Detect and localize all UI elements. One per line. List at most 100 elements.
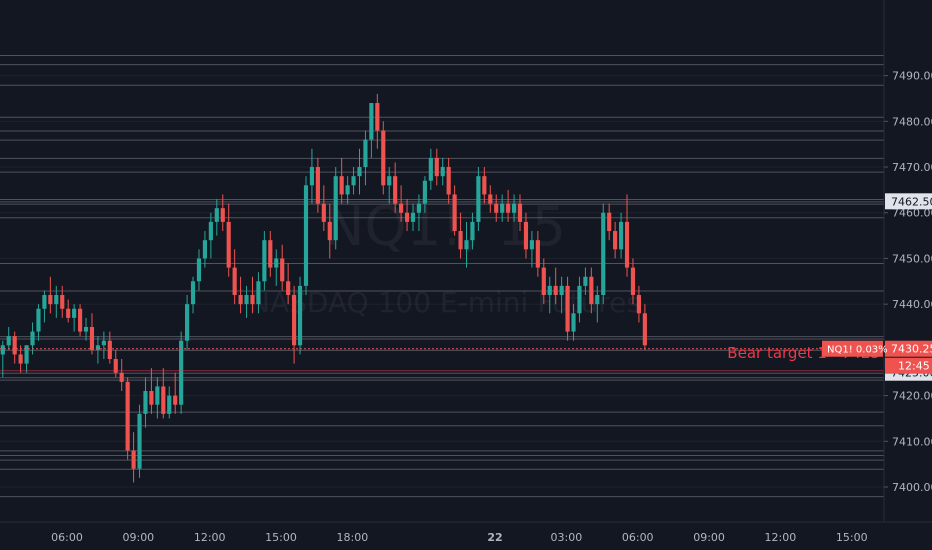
candle-body [476,176,480,222]
candle-body [274,258,278,267]
price-tick-label: 7400.00 [892,481,932,494]
candle-body [132,450,136,468]
time-tick-label: 06:00 [622,531,654,544]
watermark-subtitle: NASDAQ 100 E-mini Futures [249,286,641,319]
candle-body [126,382,130,451]
candle-body [286,281,290,295]
candle-body [179,341,183,405]
symbol-legend-badge: NQ1! 0.03% [822,341,888,357]
candle-body [393,176,397,203]
candle-body [233,268,237,295]
candle-body [334,176,338,240]
candle-body [48,295,52,304]
candle [381,121,385,194]
candle [78,304,82,336]
candle-body [316,167,320,204]
candle-body [1,345,5,354]
candle-body [417,204,421,213]
candle-body [24,345,28,363]
candle-body [120,373,124,382]
candle-body [494,204,498,213]
price-tick-label: 7490.00 [892,70,932,83]
candle-body [423,181,427,204]
candle-body [607,213,611,231]
candle-body [375,103,379,130]
time-axis[interactable]: 06:00 09:00 12:00 15:00 18:00 22 03:00 06:00 09:… [0,522,932,550]
candle-body [209,222,213,240]
candle-body [268,240,272,267]
candle-body [42,295,46,309]
candle-body [340,176,344,194]
candle-body [589,277,593,304]
candle-body [631,268,635,295]
candle-body [215,208,219,222]
candle-body [601,213,605,295]
candle-body [250,295,254,304]
candle-body [60,295,64,309]
candle [137,405,141,478]
candle-body [149,391,153,405]
candle-body [613,231,617,249]
candle-body [351,176,355,185]
candle-body [518,204,522,222]
candle-body [298,286,302,345]
price-axis[interactable]: 7400.007410.007420.007430.007440.007450.… [884,0,932,550]
candle-body [304,185,308,286]
candle-body [143,391,147,414]
candle [601,204,605,305]
candle-body [78,309,82,332]
time-tick-label: 12:00 [194,531,226,544]
candle-body [435,158,439,176]
candle-body [482,176,486,194]
candle-body [387,176,391,185]
candle-body [506,204,510,213]
candle-body [530,240,534,249]
candle-body [458,231,462,249]
time-tick-label: 22 [487,531,502,544]
candle-body [512,204,516,213]
candle-body [447,167,451,194]
candle-body [453,194,457,231]
candle-body [30,332,34,346]
candle [179,332,183,414]
level-price-badge: 7462.50 [885,193,932,209]
candle-body [500,204,504,213]
candle-body [173,396,177,405]
candle-body [328,222,332,240]
price-tick-label: 7440.00 [892,298,932,311]
candle-body [244,295,248,304]
countdown-badge: 12:45 [885,358,932,374]
candle-body [405,213,409,222]
time-tick-label: 15:00 [836,531,868,544]
current-price-label: 7430.25 [891,343,932,356]
candle-body [560,286,564,295]
candle-body [197,258,201,281]
candle-body [399,204,403,213]
candle-body [191,281,195,304]
candle-body [7,336,11,345]
candle-body [619,222,623,249]
candle-body [322,204,326,222]
candle-body [19,354,23,363]
candle-body [548,286,552,295]
time-tick-label: 06:00 [51,531,83,544]
candle-body [565,286,569,332]
candle-body [66,309,70,318]
time-tick-label: 12:00 [765,531,797,544]
candle-body [13,336,17,354]
candle-body [155,386,159,404]
candle-body [583,277,587,286]
candle-body [280,258,284,281]
price-tick-label: 7420.00 [892,390,932,403]
candle-body [84,327,88,332]
candle-body [429,158,433,181]
candle-body [203,240,207,258]
candle [565,277,569,341]
candle-body [637,295,641,313]
candle-body [108,341,112,359]
price-tick-label: 7450.00 [892,252,932,265]
candle-body [470,222,474,240]
level-badge-label: 7462.50 [891,195,932,208]
candle-body [363,140,367,167]
